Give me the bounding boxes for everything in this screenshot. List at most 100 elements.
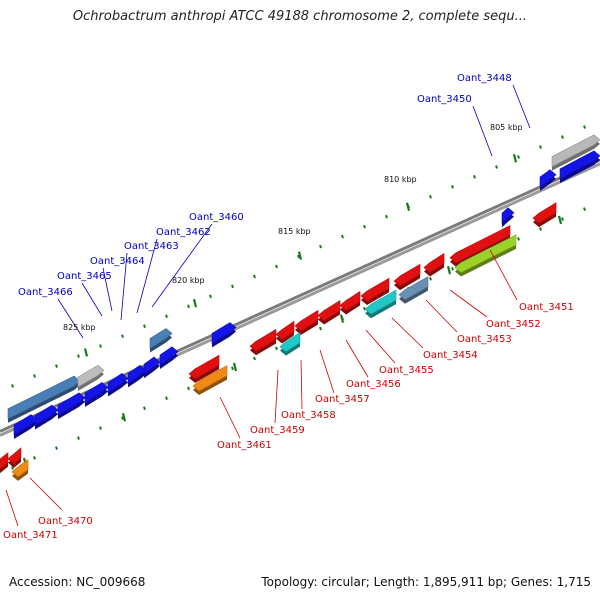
scale-major-tick [512,154,518,163]
gene-arrow-blue [143,356,161,375]
leader-line [391,317,424,349]
gene-label-oant-3450: Oant_3450 [417,94,472,105]
scale-tick [517,155,520,159]
leader-line [5,489,19,527]
leader-line [489,249,518,301]
gene-label-oant-3451: Oant_3451 [519,302,574,313]
scale-major-tick [405,202,411,211]
scale-tick [275,346,278,351]
leader-line [472,105,493,157]
scale-tick [253,274,256,279]
gene-arrow-steelblue [7,375,81,420]
scale-tick [583,207,586,211]
gene-arrow-green [454,234,517,273]
scale-label: 815 kbp [278,227,311,236]
scale-major-tick [83,348,89,357]
scale-tick [473,175,476,179]
scale-tick [517,237,520,241]
scale-tick [429,276,432,281]
gene-arrow-red [249,328,277,352]
gene-arrow-red [294,309,319,332]
gene-label-oant-3458: Oant_3458 [281,410,336,421]
gene-label-oant-3471: Oant_3471 [3,530,58,541]
gene-label-oant-3464: Oant_3464 [90,256,145,267]
scale-tick [231,284,234,289]
gene-arrow-blue [57,392,86,416]
scale-major-tick [557,215,563,225]
gene-label-oant-3455: Oant_3455 [379,365,434,376]
leader-line [102,267,113,312]
gene-arrow-red [275,320,295,340]
gene-label-oant-3461: Oant_3461 [217,440,272,451]
scale-tick [319,244,322,249]
scale-tick [165,396,168,401]
gene-arrow-red [7,447,22,465]
gene-arrow-grey [77,364,105,388]
gene-arrow-red [532,202,557,224]
scale-tick [297,254,300,259]
leader-line [219,396,241,439]
gene-arrow-grey [551,134,600,168]
scale-tick [539,145,542,149]
scale-tick [583,125,586,129]
scale-label: 810 kbp [384,175,417,184]
gene-arrow-blue [559,150,600,180]
scale-tick [561,217,564,221]
leader-line [345,339,369,378]
leader-line [274,369,279,424]
scale-major-tick [446,265,452,275]
gene-arrow-blue [539,169,557,188]
gene-arrow-red [0,452,9,470]
gene-arrow-cyan [364,289,397,315]
scale-tick [77,436,80,440]
gene-arrow-red [360,277,390,302]
gene-label-oant-3470: Oant_3470 [38,516,93,527]
leader-line [29,477,63,511]
scale-major-tick [339,314,345,323]
gene-label-oant-3454: Oant_3454 [423,350,478,361]
gene-arrow-blue [84,382,109,404]
map-title: Ochrobactrum anthropi ATCC 49188 chromos… [72,9,528,24]
leader-line [120,252,128,321]
scale-tick [187,304,190,309]
scale-tick [99,344,102,348]
scale-tick [187,386,190,391]
scale-tick [451,267,454,271]
scale-tick [341,234,344,239]
gene-arrow-red [339,290,361,311]
gene-arrow-red [393,263,421,287]
leader-line [81,282,103,317]
leader-line [57,298,84,339]
leader-line [425,299,458,333]
gene-arrow-blue [13,414,38,436]
scale-tick [539,227,542,231]
gene-arrow-blue [127,364,147,384]
gene-arrow-red [449,225,511,264]
topology-stats-text: Topology: circular; Length: 1,895,911 bp… [261,575,591,589]
scale-major-tick [121,412,127,422]
gene-arrow-orange [192,365,228,392]
gene-arrow-blue [211,322,237,344]
label-leader-lines [5,84,531,527]
gene-label-oant-3459: Oant_3459 [250,425,305,436]
scale-tick [55,364,58,368]
leader-line [136,238,158,314]
scale-tick [77,354,80,358]
gene-label-oant-3452: Oant_3452 [486,319,541,330]
gene-label-oant-3460: Oant_3460 [189,212,244,223]
gene-arrow-cyan [279,332,301,353]
scale-tick [231,366,234,371]
scale-tick [121,416,124,420]
scale-label: 805 kbp [490,123,523,132]
gene-features [0,134,600,481]
gene-label-oant-3453: Oant_3453 [457,334,512,345]
accession-text: Accession: NC_009668 [9,575,146,589]
leader-line [512,84,531,129]
scale-tick [11,466,14,470]
gene-label-oant-3465: Oant_3465 [57,271,112,282]
gene-label-oant-3457: Oant_3457 [315,394,370,405]
scale-tick [363,306,366,311]
gene-label-oant-3456: Oant_3456 [346,379,401,390]
scale-major-tick [232,362,238,372]
gene-arrow-blue [501,207,515,224]
